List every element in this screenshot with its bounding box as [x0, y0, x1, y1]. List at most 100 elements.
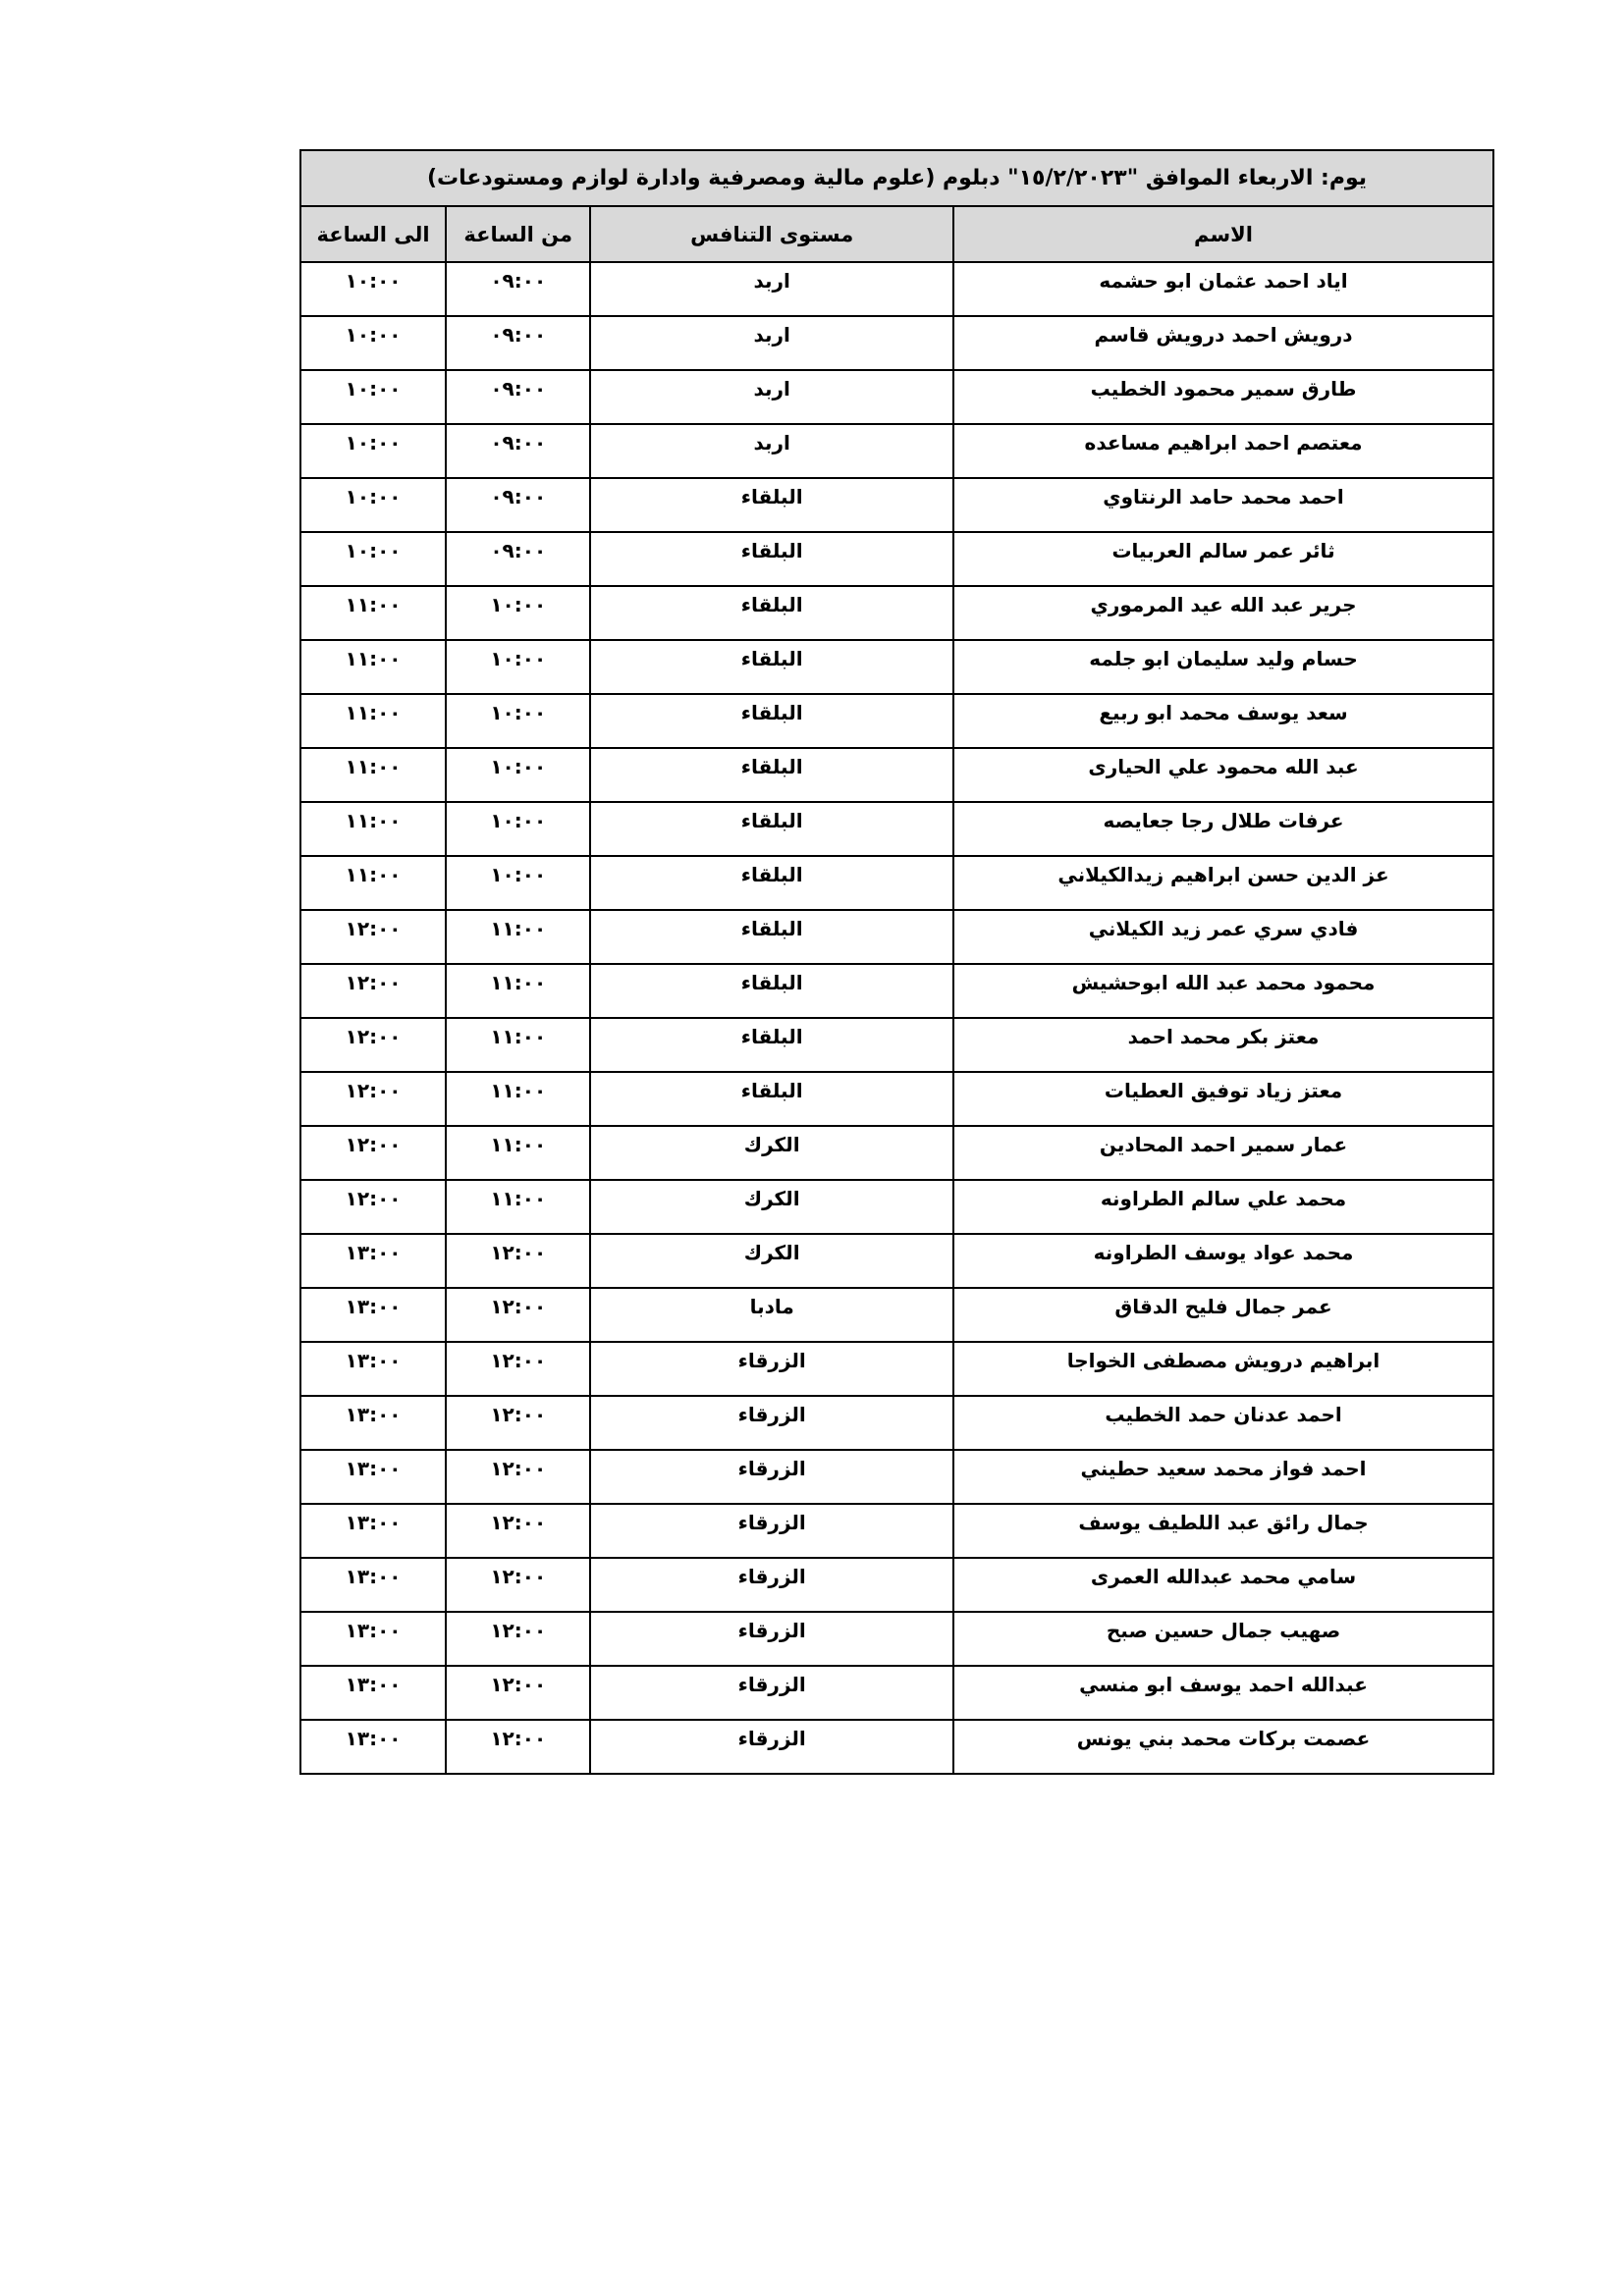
cell-level: البلقاء	[589, 909, 955, 965]
cell-from: ٠٩:٠٠	[445, 261, 592, 317]
cell-level: الزرقاء	[589, 1503, 955, 1559]
header-to: الى الساعة	[298, 205, 448, 263]
cell-to: ١١:٠٠	[298, 585, 448, 641]
table-row: معتز بكر محمد احمد البلقاء ١١:٠٠ ١٢:٠٠	[298, 1017, 1494, 1073]
cell-from: ١٢:٠٠	[445, 1557, 592, 1613]
cell-to: ١١:٠٠	[298, 855, 448, 911]
cell-name: حسام وليد سليمان ابو جلمه	[952, 639, 1494, 695]
cell-level: البلقاء	[589, 477, 955, 533]
cell-from: ١٠:٠٠	[445, 639, 592, 695]
table-row: جرير عبد الله عيد المرموري البلقاء ١٠:٠٠ ١١…	[298, 585, 1494, 641]
cell-to: ١١:٠٠	[298, 639, 448, 695]
cell-name: جمال رائق عبد اللطيف يوسف	[952, 1503, 1494, 1559]
cell-name: ثائر عمر سالم العربيات	[952, 531, 1494, 587]
cell-level: البلقاء	[589, 1071, 955, 1127]
cell-from: ١٢:٠٠	[445, 1233, 592, 1289]
table-row: محمد عواد يوسف الطراونه الكرك ١٢:٠٠ ١٣:٠٠	[298, 1233, 1494, 1289]
cell-level: الزرقاء	[589, 1557, 955, 1613]
cell-to: ١٣:٠٠	[298, 1395, 448, 1451]
cell-from: ٠٩:٠٠	[445, 423, 592, 479]
cell-name: احمد فواز محمد سعيد حطيني	[952, 1449, 1494, 1505]
cell-from: ١٢:٠٠	[445, 1611, 592, 1667]
table-row: معتصم احمد ابراهيم مساعده اربد ٠٩:٠٠ ١٠:٠٠	[298, 423, 1494, 479]
cell-level: مادبا	[589, 1287, 955, 1343]
cell-name: جرير عبد الله عيد المرموري	[952, 585, 1494, 641]
table-row: عمار سمير احمد المحادين الكرك ١١:٠٠ ١٢:٠٠	[298, 1125, 1494, 1181]
cell-name: صهيب جمال حسين صبح	[952, 1611, 1494, 1667]
cell-from: ١٢:٠٠	[445, 1287, 592, 1343]
cell-level: اربد	[589, 369, 955, 425]
cell-name: عز الدين حسن ابراهيم زيدالكيلاني	[952, 855, 1494, 911]
cell-level: الكرك	[589, 1179, 955, 1235]
cell-name: معتز زياد توفيق العطيات	[952, 1071, 1494, 1127]
cell-level: البلقاء	[589, 585, 955, 641]
header-name: الاسم	[952, 205, 1494, 263]
cell-to: ١٢:٠٠	[298, 1179, 448, 1235]
cell-level: البلقاء	[589, 639, 955, 695]
cell-from: ١٠:٠٠	[445, 693, 592, 749]
table-row: عبدالله احمد يوسف ابو منسي الزرقاء ١٢:٠٠ ١٣…	[298, 1665, 1494, 1721]
cell-to: ١٣:٠٠	[298, 1341, 448, 1397]
cell-to: ١٠:٠٠	[298, 369, 448, 425]
table-row: اياد احمد عثمان ابو حشمه اربد ٠٩:٠٠ ١٠:٠٠	[298, 261, 1494, 317]
cell-from: ٠٩:٠٠	[445, 531, 592, 587]
table-row: جمال رائق عبد اللطيف يوسف الزرقاء ١٢:٠٠ ١٣:…	[298, 1503, 1494, 1559]
cell-from: ١٢:٠٠	[445, 1449, 592, 1505]
cell-from: ١٢:٠٠	[445, 1395, 592, 1451]
cell-to: ١٣:٠٠	[298, 1233, 448, 1289]
cell-name: معتز بكر محمد احمد	[952, 1017, 1494, 1073]
cell-name: درويش احمد درويش قاسم	[952, 315, 1494, 371]
cell-to: ١٣:٠٠	[298, 1287, 448, 1343]
cell-from: ١١:٠٠	[445, 909, 592, 965]
cell-level: الزرقاء	[589, 1449, 955, 1505]
cell-name: عمر جمال فليح الدقاق	[952, 1287, 1494, 1343]
table-row: عمر جمال فليح الدقاق مادبا ١٢:٠٠ ١٣:٠٠	[298, 1287, 1494, 1343]
cell-name: عبدالله احمد يوسف ابو منسي	[952, 1665, 1494, 1721]
cell-name: محمد علي سالم الطراونه	[952, 1179, 1494, 1235]
table-row: احمد فواز محمد سعيد حطيني الزرقاء ١٢:٠٠ ١٣:…	[298, 1449, 1494, 1505]
table-row: ثائر عمر سالم العربيات البلقاء ٠٩:٠٠ ١٠:٠٠	[298, 531, 1494, 587]
cell-level: اربد	[589, 315, 955, 371]
table-row: سامي محمد عبدالله العمرى الزرقاء ١٢:٠٠ ١٣:٠…	[298, 1557, 1494, 1613]
cell-level: الزرقاء	[589, 1611, 955, 1667]
cell-level: البلقاء	[589, 1017, 955, 1073]
cell-to: ١٠:٠٠	[298, 477, 448, 533]
cell-from: ١٢:٠٠	[445, 1503, 592, 1559]
table-row: درويش احمد درويش قاسم اربد ٠٩:٠٠ ١٠:٠٠	[298, 315, 1494, 371]
cell-name: محمد عواد يوسف الطراونه	[952, 1233, 1494, 1289]
cell-to: ١٣:٠٠	[298, 1449, 448, 1505]
cell-to: ١٠:٠٠	[298, 423, 448, 479]
table-row: طارق سمير محمود الخطيب اربد ٠٩:٠٠ ١٠:٠٠	[298, 369, 1494, 425]
cell-level: البلقاء	[589, 531, 955, 587]
cell-name: فادي سري عمر زيد الكيلاني	[952, 909, 1494, 965]
cell-level: البلقاء	[589, 801, 955, 857]
table-row: عرفات طلال رجا جعايصه البلقاء ١٠:٠٠ ١١:٠٠	[298, 801, 1494, 857]
table-row: ابراهيم درويش مصطفى الخواجا الزرقاء ١٢:٠٠ ١…	[298, 1341, 1494, 1397]
cell-level: اربد	[589, 423, 955, 479]
table-row: محمود محمد عبد الله ابوحشيش البلقاء ١١:٠٠ ١…	[298, 963, 1494, 1019]
cell-level: الكرك	[589, 1125, 955, 1181]
cell-level: الزرقاء	[589, 1665, 955, 1721]
cell-name: احمد محمد حامد الرنتاوي	[952, 477, 1494, 533]
cell-level: البلقاء	[589, 693, 955, 749]
table-row: صهيب جمال حسين صبح الزرقاء ١٢:٠٠ ١٣:٠٠	[298, 1611, 1494, 1667]
table-row: سعد يوسف محمد ابو ربيع البلقاء ١٠:٠٠ ١١:٠٠	[298, 693, 1494, 749]
cell-level: البلقاء	[589, 963, 955, 1019]
cell-from: ١٠:٠٠	[445, 585, 592, 641]
cell-from: ١١:٠٠	[445, 963, 592, 1019]
table-row: حسام وليد سليمان ابو جلمه البلقاء ١٠:٠٠ ١١:…	[298, 639, 1494, 695]
cell-level: الزرقاء	[589, 1719, 955, 1775]
cell-name: احمد عدنان حمد الخطيب	[952, 1395, 1494, 1451]
cell-to: ١٣:٠٠	[298, 1557, 448, 1613]
cell-level: الزرقاء	[589, 1395, 955, 1451]
cell-to: ١١:٠٠	[298, 801, 448, 857]
cell-to: ١٢:٠٠	[298, 963, 448, 1019]
cell-to: ١١:٠٠	[298, 747, 448, 803]
cell-name: عبد الله محمود علي الحيارى	[952, 747, 1494, 803]
cell-from: ٠٩:٠٠	[445, 477, 592, 533]
header-level: مستوى التنافس	[589, 205, 955, 263]
cell-from: ١١:٠٠	[445, 1179, 592, 1235]
cell-to: ١٢:٠٠	[298, 1125, 448, 1181]
cell-from: ١١:٠٠	[445, 1071, 592, 1127]
cell-name: سعد يوسف محمد ابو ربيع	[952, 693, 1494, 749]
